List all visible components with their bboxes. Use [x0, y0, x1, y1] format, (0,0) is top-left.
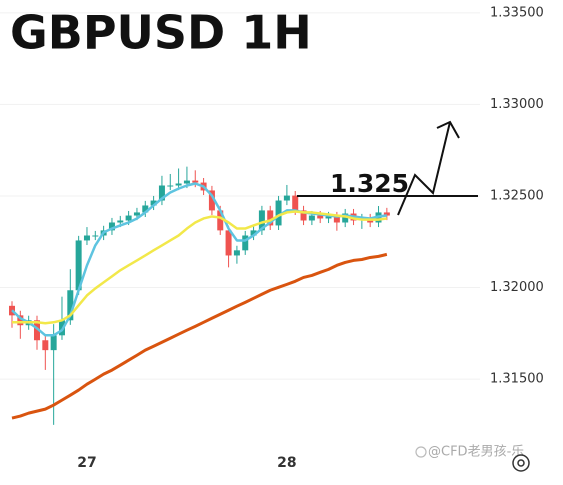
candle-body	[67, 290, 74, 321]
candle-body	[308, 215, 315, 221]
moving-average	[12, 210, 388, 325]
candle-body	[117, 220, 124, 223]
candle-body	[275, 200, 282, 226]
x-tick-label: 27	[77, 455, 96, 471]
candle-body	[142, 205, 149, 213]
candle-body	[17, 315, 24, 326]
candle-body	[283, 195, 290, 201]
candle-body	[300, 210, 307, 221]
icon-ring[interactable]	[512, 454, 530, 472]
arrow-head	[436, 120, 460, 139]
candle-body	[217, 210, 224, 231]
candle-body	[75, 240, 82, 291]
candle-body	[325, 216, 332, 219]
x-tick-label: 28	[277, 455, 296, 471]
candle-body	[208, 190, 215, 211]
candle-body	[175, 183, 182, 186]
y-tick-label: 1.33500	[490, 5, 544, 20]
candle-body	[250, 230, 257, 236]
candle-body	[383, 212, 390, 216]
candle-body	[83, 235, 90, 241]
moving-average	[11, 252, 388, 420]
candle-body	[158, 185, 165, 201]
candle-body	[317, 215, 324, 219]
candle-body	[33, 320, 40, 341]
candle-body	[183, 180, 190, 184]
candle-body	[242, 235, 249, 251]
candle-body	[342, 213, 349, 223]
icon-core[interactable]	[517, 459, 525, 467]
candle-body	[258, 210, 265, 231]
candle-body	[150, 200, 157, 206]
candle-body	[267, 210, 274, 226]
candle-body	[192, 180, 199, 183]
y-tick-label: 1.33000	[490, 97, 544, 112]
candle-body	[292, 195, 299, 211]
candle-body	[108, 222, 115, 231]
y-tick-label: 1.32500	[490, 188, 544, 203]
level-label: 1.325	[330, 169, 409, 198]
candle-body	[133, 212, 140, 216]
plot	[9, 166, 390, 425]
chart-title: GBPUSD 1H	[10, 6, 312, 60]
y-tick-label: 1.31500	[490, 372, 544, 387]
y-tick-label: 1.32000	[490, 280, 544, 295]
candle-body	[167, 185, 174, 187]
watermark-icon	[415, 446, 427, 458]
candle-body	[233, 250, 240, 256]
settings-icon[interactable]	[512, 454, 530, 472]
candle-body	[42, 340, 49, 351]
candle-body	[50, 335, 57, 351]
watermark: @CFD老男孩-乐	[428, 445, 524, 460]
candle-body	[333, 216, 340, 223]
candle-body	[125, 215, 132, 221]
candle-body	[92, 235, 99, 237]
candle-body	[225, 230, 232, 256]
